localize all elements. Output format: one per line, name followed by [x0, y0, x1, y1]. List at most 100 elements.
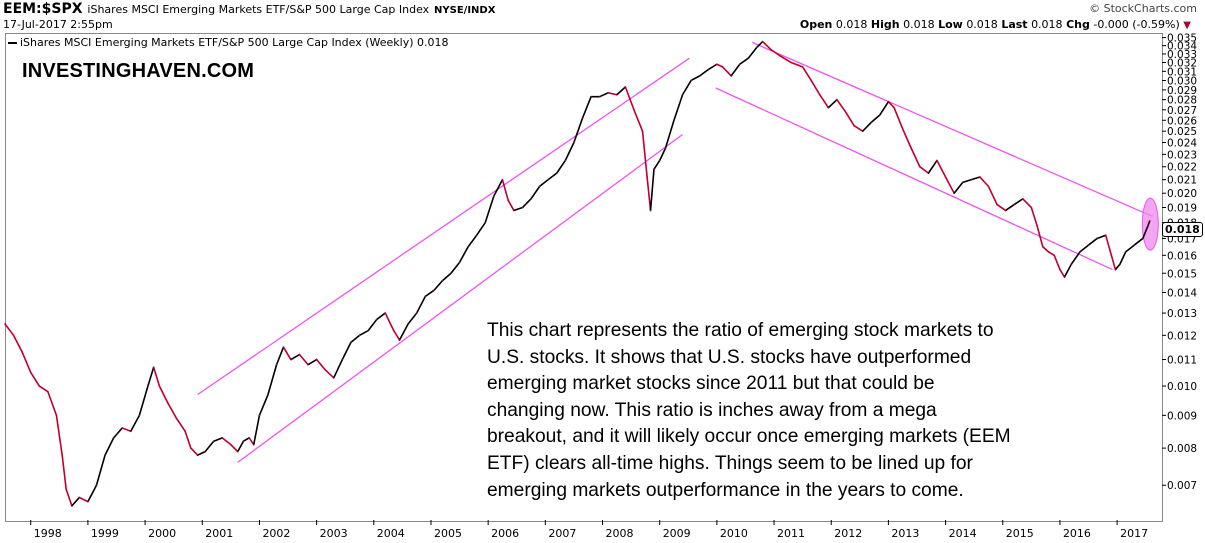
x-tick-label: 2007 [548, 527, 576, 540]
y-tick-label: 0.010 [1167, 381, 1197, 393]
price-segment [1104, 234, 1113, 257]
price-segment [433, 279, 444, 292]
price-segment [716, 63, 724, 68]
price-segment [616, 86, 627, 96]
x-tick-label: 2000 [148, 527, 176, 540]
price-point [333, 377, 335, 379]
price-segment [204, 440, 215, 453]
price-point [1105, 234, 1107, 236]
price-segment [78, 496, 89, 503]
price-segment [1036, 224, 1044, 248]
price-segment [944, 176, 955, 195]
price-point [624, 86, 626, 88]
legend-swatch [8, 42, 17, 44]
price-segment [844, 111, 855, 127]
x-tick-label: 2006 [491, 527, 519, 540]
price-segment [1124, 244, 1136, 253]
price-point [507, 199, 509, 201]
price-segment [721, 66, 732, 77]
price-segment [415, 295, 427, 314]
price-segment [987, 185, 998, 206]
price-segment [65, 488, 73, 507]
price-point [104, 454, 106, 456]
x-tick-label: 2010 [720, 527, 748, 540]
price-segment [887, 100, 895, 109]
price-point [844, 111, 847, 113]
price-point [599, 96, 601, 98]
price-point [979, 176, 981, 178]
price-point [341, 358, 343, 361]
price-point [970, 179, 972, 181]
price-segment [275, 346, 285, 366]
price-point [616, 94, 618, 96]
price-segment [698, 68, 710, 77]
x-tick-label: 2002 [262, 527, 290, 540]
price-segment [893, 106, 904, 130]
price-segment [1053, 254, 1061, 271]
price-point [996, 203, 998, 206]
price-point [1149, 220, 1151, 222]
price-point [71, 505, 73, 507]
price-point [1125, 251, 1127, 253]
price-point [664, 147, 667, 149]
price-point [501, 179, 504, 181]
x-tick-label: 1999 [91, 527, 119, 540]
price-point [138, 414, 140, 416]
channel-line [237, 134, 683, 463]
price-segment [129, 414, 141, 433]
price-point [721, 66, 724, 68]
price-point [747, 57, 749, 59]
price-segment [424, 289, 435, 298]
price-point [1059, 268, 1061, 271]
price-segment [248, 437, 255, 446]
price-segment [384, 312, 395, 332]
price-segment [1041, 245, 1050, 253]
price-segment [530, 185, 541, 200]
copyright-label[interactable]: © StockCharts.com [1089, 2, 1197, 15]
y-tick-label: 0.008 [1167, 443, 1197, 455]
high-label: High [870, 18, 900, 31]
price-segment [761, 40, 772, 51]
price-segment [836, 98, 847, 113]
price-point [30, 371, 32, 374]
price-segment [513, 206, 524, 212]
y-tick-label: 0.020 [1167, 188, 1197, 200]
x-tick-label: 2013 [891, 527, 919, 540]
price-segment [790, 61, 804, 68]
price-point [1030, 206, 1032, 209]
price-point [424, 295, 426, 298]
price-segment [1096, 234, 1107, 240]
channel-line [752, 41, 1153, 218]
price-point [358, 334, 361, 336]
price-segment [38, 385, 49, 393]
x-tick-label: 2014 [949, 527, 977, 540]
y-tick-label: 0.029 [1167, 85, 1197, 97]
x-tick-label: 2016 [1063, 527, 1091, 540]
price-point [653, 168, 655, 170]
price-point [1114, 268, 1117, 271]
price-point [441, 280, 444, 282]
channel-line [715, 87, 1113, 271]
price-point [573, 141, 575, 144]
price-segment [910, 147, 921, 168]
price-point [1079, 251, 1081, 253]
channel-line [197, 57, 690, 396]
price-point [690, 79, 692, 82]
price-segment [730, 63, 741, 77]
price-segment [55, 414, 63, 456]
price-point [730, 75, 732, 77]
price-segment [953, 181, 964, 195]
price-segment [996, 203, 1007, 212]
price-point [681, 94, 684, 96]
price-point [936, 159, 938, 162]
price-segment [393, 329, 401, 341]
price-segment [641, 130, 648, 178]
price-point [393, 330, 395, 332]
price-segment [484, 195, 495, 224]
price-segment [47, 390, 58, 417]
price-point [1119, 263, 1121, 265]
down-triangle-icon: ▼ [1183, 20, 1191, 31]
last-value-tag: 0.018 [1162, 222, 1203, 237]
price-segment [927, 159, 938, 174]
price-point [1036, 225, 1038, 227]
